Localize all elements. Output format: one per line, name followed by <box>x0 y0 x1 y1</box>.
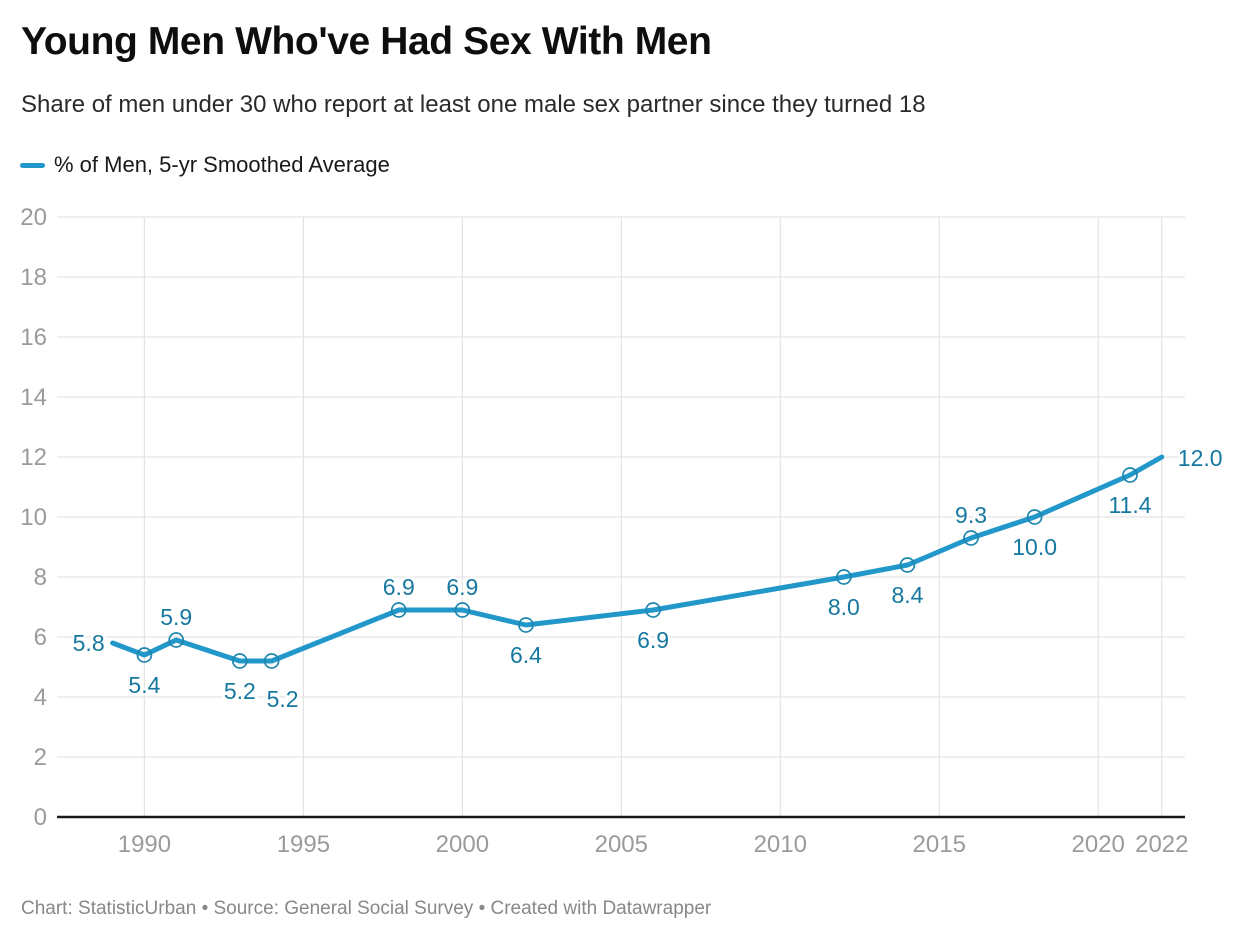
data-point-marker <box>1026 509 1043 525</box>
data-point-marker <box>645 602 661 618</box>
chart-title: Young Men Who've Had Sex With Men <box>21 20 712 63</box>
value-label: 9.3 <box>955 502 987 528</box>
legend-label: % of Men, 5-yr Smoothed Average <box>54 152 390 177</box>
y-tick-label: 2 <box>34 744 47 771</box>
x-tick-label: 1990 <box>118 831 171 858</box>
y-tick-label: 0 <box>34 804 47 831</box>
value-label: 5.4 <box>128 672 160 698</box>
legend-line-swatch <box>20 162 45 168</box>
x-tick-label: 2022 <box>1135 831 1188 858</box>
data-point-marker <box>963 530 979 546</box>
value-label: 12.0 <box>1178 445 1223 471</box>
y-tick-label: 14 <box>20 384 47 411</box>
value-label: 6.9 <box>383 574 415 600</box>
value-label: 5.8 <box>73 630 105 656</box>
data-point-marker <box>836 569 852 585</box>
chart-subtitle: Share of men under 30 who report at leas… <box>21 91 926 118</box>
y-tick-label: 8 <box>34 564 47 591</box>
data-point-marker <box>454 602 471 618</box>
value-label: 6.4 <box>510 642 542 668</box>
chart-footer: Chart: StatisticUrban • Source: General … <box>21 898 712 919</box>
value-label: 10.0 <box>1012 534 1057 560</box>
value-label: 8.4 <box>891 582 923 608</box>
y-tick-label: 20 <box>20 204 47 231</box>
value-label: 6.9 <box>446 574 478 600</box>
data-point-marker <box>231 653 248 669</box>
series-line <box>110 454 1165 664</box>
line-chart-plot: 0 2 4 6 8 10 12 14 16 18 20 1990 1995 2000 2005 2010 201… <box>20 204 1225 858</box>
y-tick-label: 6 <box>34 624 47 651</box>
y-tick-label: 18 <box>20 264 47 291</box>
x-tick-label: 2020 <box>1072 831 1125 858</box>
value-label: 8.0 <box>828 594 860 620</box>
data-point-marker <box>168 632 185 648</box>
data-point-marker <box>899 557 916 573</box>
x-tick-label: 1995 <box>277 831 330 858</box>
data-point-marker <box>1122 467 1138 483</box>
data-point-marker <box>390 602 407 618</box>
value-label: 6.9 <box>637 627 669 653</box>
data-point-marker <box>136 647 153 663</box>
value-label: 5.2 <box>224 678 256 704</box>
legend: % of Men, 5-yr Smoothed Average <box>20 152 390 178</box>
x-tick-label: 2015 <box>913 831 966 858</box>
value-label: 11.4 <box>1108 492 1151 518</box>
value-label: 5.2 <box>267 686 299 712</box>
x-tick-label: 2000 <box>436 831 489 858</box>
y-tick-label: 4 <box>34 684 47 711</box>
x-tick-label: 2005 <box>595 831 648 858</box>
y-tick-label: 12 <box>20 444 47 471</box>
y-tick-label: 10 <box>20 504 47 531</box>
value-label: 5.9 <box>160 604 192 630</box>
x-tick-label: 2010 <box>754 831 807 858</box>
data-point-marker <box>518 617 534 633</box>
data-point-marker <box>263 653 280 669</box>
y-tick-label: 16 <box>20 324 47 351</box>
